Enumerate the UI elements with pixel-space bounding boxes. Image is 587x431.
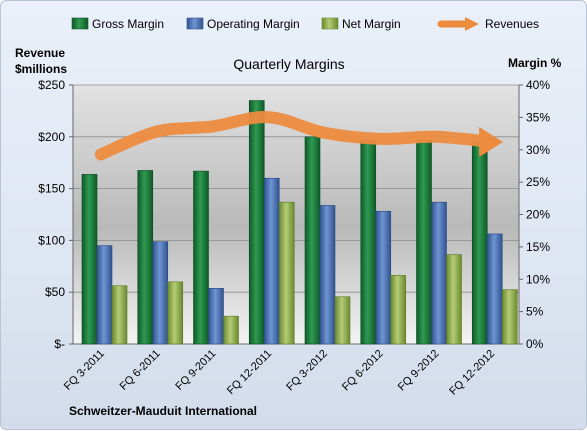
legend-swatch-operating-margin — [186, 17, 204, 30]
legend-swatch-net-margin — [321, 17, 339, 30]
right-axis-title: Margin % — [508, 56, 562, 70]
x-tick-label: FQ 12-2011 — [225, 348, 274, 397]
x-tick-label: FQ 3-2012 — [284, 348, 330, 394]
x-tick-label: FQ 12-2012 — [447, 348, 497, 398]
bar-net-margin — [111, 285, 128, 345]
left-tick-label: $200 — [38, 130, 65, 144]
bar-operating-margin — [96, 245, 113, 345]
bar-gross-margin — [248, 100, 265, 345]
right-tick-label: 25% — [526, 175, 550, 189]
bar-gross-margin — [137, 170, 154, 345]
bar-net-margin — [501, 289, 518, 345]
right-tick-label: 35% — [526, 110, 550, 124]
bar-operating-margin — [375, 210, 392, 345]
left-tick-label: $250 — [38, 78, 65, 92]
bar-gross-margin — [193, 170, 209, 345]
legend-arrowhead-revenues — [465, 17, 479, 31]
bar-operating-margin — [263, 177, 280, 345]
legend: Gross Margin Operating Margin Net Margin… — [71, 17, 539, 31]
bar-net-margin — [446, 254, 462, 345]
company-label: Schweitzer-Mauduit International — [69, 404, 257, 418]
left-tick-label: $50 — [45, 285, 65, 299]
bar-gross-margin — [416, 139, 432, 345]
bar-operating-margin — [319, 205, 336, 345]
legend-label-revenues: Revenues — [485, 17, 539, 31]
right-tick-label: 5% — [526, 305, 544, 319]
right-tick-label: 10% — [526, 272, 550, 286]
bar-operating-margin — [431, 201, 447, 345]
legend-label-gross-margin: Gross Margin — [92, 17, 164, 31]
left-tick-label: $150 — [38, 182, 65, 196]
x-tick-label: FQ 6-2012 — [340, 348, 386, 394]
x-tick-label: FQ 3-2011 — [62, 348, 107, 393]
revenue-line — [94, 111, 504, 161]
right-tick-labels: 0% 5% 10% 15% 20% 25% 30% 35% 40% — [526, 78, 550, 351]
right-tick-label: 30% — [526, 143, 550, 157]
x-tick-label: FQ 6-2011 — [118, 348, 163, 393]
bar-gross-margin — [471, 141, 488, 345]
bar-net-margin — [390, 275, 407, 345]
left-tick-label: $- — [54, 337, 65, 351]
bar-net-margin — [167, 281, 184, 345]
right-tick-label: 15% — [526, 240, 550, 254]
x-tick-label: FQ 9-2011 — [173, 348, 218, 393]
bar-operating-margin — [152, 241, 169, 345]
left-tick-labels: $- $50 $100 $150 $200 $250 — [38, 78, 65, 351]
bar-net-margin — [334, 296, 351, 345]
legend-label-net-margin: Net Margin — [342, 17, 401, 31]
bar-gross-margin — [81, 174, 98, 345]
revenue-arrowhead — [479, 126, 504, 157]
bar-operating-margin — [486, 233, 503, 345]
revenue-series-line — [94, 111, 498, 161]
right-tick-label: 40% — [526, 78, 550, 92]
left-tick-label: $100 — [38, 233, 65, 247]
x-tick-labels: FQ 3-2011 FQ 6-2011 FQ 9-2011 FQ 12-2011 FQ … — [62, 348, 497, 398]
left-axis-title-line1: Revenue — [15, 46, 65, 60]
bar-net-margin — [278, 201, 295, 345]
bar-operating-margin — [208, 288, 224, 345]
chart-title: Quarterly Margins — [233, 56, 344, 72]
right-tick-label: 20% — [526, 208, 550, 222]
bar-net-margin — [223, 315, 239, 345]
bar-gross-margin — [360, 139, 377, 345]
legend-swatch-gross-margin — [71, 17, 89, 30]
right-tick-label: 0% — [526, 337, 544, 351]
legend-label-operating-margin: Operating Margin — [207, 17, 300, 31]
x-tick-label: FQ 9-2012 — [396, 348, 442, 394]
left-axis-title-line2: $millions — [15, 62, 67, 76]
bar-gross-margin — [304, 136, 321, 345]
